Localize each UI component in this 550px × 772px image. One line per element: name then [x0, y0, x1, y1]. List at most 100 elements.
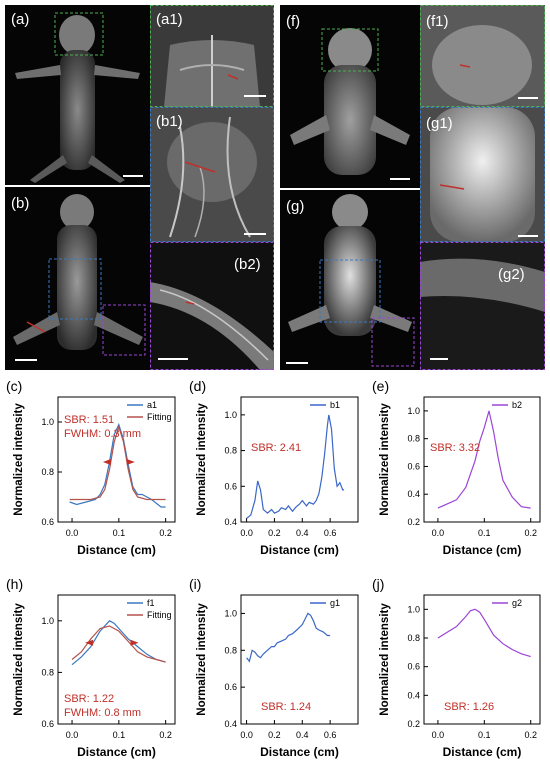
chart-panel-label: (d) [189, 378, 206, 394]
x-axis-label: Distance (cm) [260, 745, 339, 759]
series-line-a1 [69, 422, 166, 508]
y-axis-label: Normalized intensity [13, 403, 25, 516]
plot-frame [423, 594, 541, 725]
fwhm-arrow-right [126, 459, 135, 465]
x-tick-label: 0.4 [296, 730, 309, 740]
annotation-text: SBR: 3.32 [430, 442, 480, 454]
y-tick-label: 0.8 [407, 633, 420, 643]
panel-label-b: (b) [11, 195, 30, 212]
y-tick-label: 0.6 [407, 662, 420, 672]
zoom-g2-image [420, 242, 545, 370]
image-panel-b: (b) [5, 187, 150, 370]
chart-h: (h) 0.0 0.1 0.2 0.6 0.8 1.0 Distance (cm) Normal… [6, 576, 176, 759]
y-tick-label: 0.8 [41, 467, 54, 477]
y-tick-label: 0.4 [224, 517, 237, 527]
y-tick-label: 1.0 [224, 410, 237, 420]
annotation-text: SBR: 1.26 [444, 701, 494, 713]
x-axis-label: Distance (cm) [77, 745, 156, 759]
panel-label-a: (a) [11, 11, 30, 28]
annotation-text: SBR: 1.51 [64, 414, 114, 426]
y-tick-label: 1.0 [407, 604, 420, 614]
y-tick-label: 0.4 [224, 719, 237, 729]
scale-bar [123, 175, 143, 177]
chart-panel-label: (e) [372, 378, 389, 394]
series-line-b1 [246, 414, 345, 519]
legend-label: Fitting [147, 610, 172, 620]
legend-label: b1 [330, 400, 340, 410]
scale-bar [390, 178, 410, 180]
y-tick-label: 0.8 [224, 645, 237, 655]
x-tick-label: 0.6 [324, 528, 337, 538]
chart-i: (i) 0.0 0.2 0.4 0.6 0.4 0.6 0.8 1.0 Distance (cm)… [189, 576, 359, 759]
x-tick-label: 0.1 [113, 528, 126, 538]
panel-label-f: (f) [286, 13, 301, 30]
image-panel-b1: (b1) [150, 107, 274, 242]
series-line-fitting [69, 424, 166, 501]
y-tick-label: 1.0 [224, 608, 237, 618]
scale-bar [15, 359, 37, 361]
scale-bar [518, 97, 538, 99]
x-tick-label: 0.4 [296, 528, 309, 538]
y-axis-label: Normalized intensity [379, 603, 391, 716]
chart-panel-label: (h) [6, 576, 23, 592]
x-tick-label: 0.1 [113, 730, 126, 740]
series-line-b2 [437, 410, 531, 509]
annotation-text: FWHM: 0.8 mm [64, 707, 141, 719]
panel-label-g1: (g1) [426, 115, 453, 132]
annotation-text: SBR: 1.22 [64, 693, 114, 705]
mouse-body-f [290, 28, 410, 175]
mouse-body-a [15, 12, 140, 183]
legend-label: a1 [147, 400, 157, 410]
zoom-g1-image [420, 107, 545, 242]
fwhm-arrow-right [130, 639, 139, 646]
x-axis-label: Distance (cm) [443, 543, 522, 557]
chart-panel-label: (j) [372, 576, 384, 592]
image-panel-g2: (g2) [420, 242, 545, 370]
y-tick-label: 0.6 [224, 682, 237, 692]
panel-label-g2: (g2) [498, 266, 525, 283]
x-tick-label: 0.0 [432, 730, 445, 740]
image-panel-a1: (a1) [150, 5, 274, 107]
x-axis-label: Distance (cm) [77, 543, 156, 557]
panel-label-a1: (a1) [156, 11, 183, 28]
chart-e: (e) 0.0 0.1 0.2 0.2 0.4 0.6 0.8 1.0 Distance (cm)… [372, 378, 541, 557]
image-panel-a: (a) [5, 5, 150, 185]
y-axis-label: Normalized intensity [13, 603, 25, 716]
series-line-f1 [71, 620, 166, 666]
x-tick-label: 0.0 [240, 730, 253, 740]
x-tick-label: 0.1 [478, 730, 491, 740]
x-tick-label: 0.2 [268, 528, 281, 538]
y-tick-label: 0.6 [41, 719, 54, 729]
legend-label: Fitting [147, 412, 172, 422]
y-tick-label: 1.0 [41, 417, 54, 427]
zoom-b2-image [150, 242, 274, 370]
scale-bar [286, 362, 308, 364]
scale-bar [430, 358, 448, 360]
x-tick-label: 0.2 [524, 528, 537, 538]
x-tick-label: 0.2 [524, 730, 537, 740]
legend-label: f1 [147, 598, 155, 608]
panel-label-b2: (b2) [234, 256, 261, 273]
x-tick-label: 0.0 [240, 528, 253, 538]
zoom-a1-image [150, 5, 274, 107]
y-tick-label: 0.4 [407, 690, 420, 700]
scale-bar [518, 235, 538, 237]
chart-panel-label: (i) [189, 576, 201, 592]
scale-bar [158, 358, 188, 360]
annotation-text: SBR: 1.24 [261, 701, 311, 713]
zoom-b1-image [150, 107, 274, 242]
image-panel-f: (f) [280, 5, 420, 188]
y-tick-label: 0.2 [407, 517, 420, 527]
y-tick-label: 1.0 [407, 406, 420, 416]
panel-label-g: (g) [286, 198, 305, 215]
y-tick-label: 1.0 [41, 616, 54, 626]
y-axis-label: Normalized intensity [196, 603, 208, 716]
x-axis-label: Distance (cm) [260, 543, 339, 557]
chart-panel-label: (c) [6, 378, 22, 394]
y-tick-label: 0.2 [407, 719, 420, 729]
panel-label-b1: (b1) [156, 113, 183, 130]
zoom-f1-image [420, 5, 545, 107]
scale-bar [244, 95, 266, 97]
plot-frame [423, 396, 541, 523]
series-line-g1 [246, 612, 331, 663]
